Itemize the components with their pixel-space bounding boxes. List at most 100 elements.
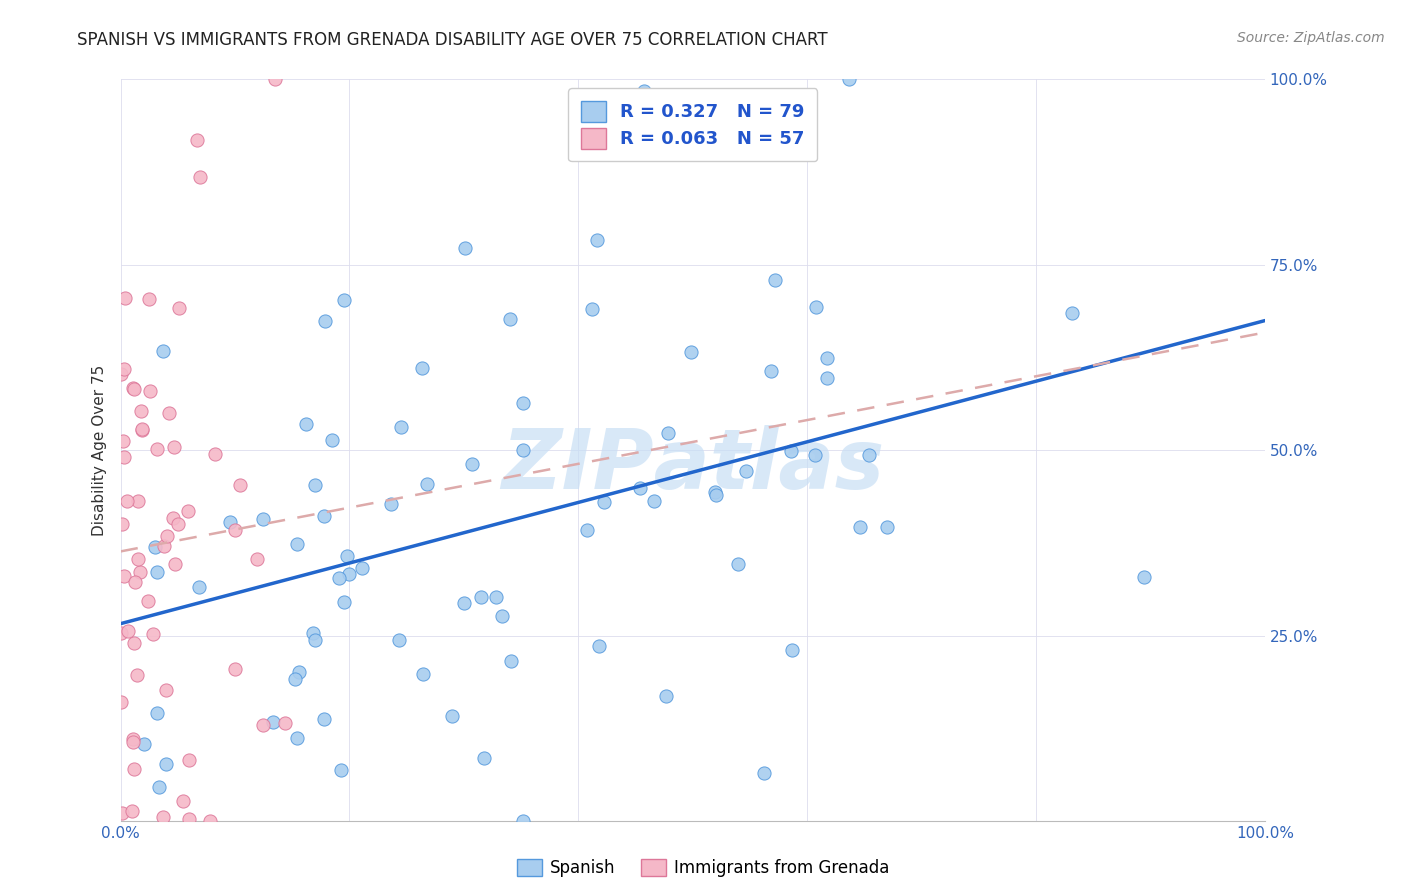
Point [706, 488, 728, 502]
Point [264, 72, 287, 87]
Point [114, 291, 136, 305]
Point [152, 810, 174, 824]
Point [172, 794, 194, 808]
Point [224, 662, 246, 676]
Point [155, 682, 177, 697]
Point [858, 448, 880, 462]
Point [388, 633, 411, 648]
Point [470, 590, 492, 604]
Point [727, 558, 749, 572]
Point [228, 478, 250, 492]
Point [815, 370, 838, 384]
Point [152, 539, 174, 553]
Legend: R = 0.327   N = 79, R = 0.063   N = 57: R = 0.327 N = 79, R = 0.063 N = 57 [568, 88, 817, 161]
Point [411, 360, 433, 375]
Point [246, 552, 269, 566]
Point [125, 668, 148, 682]
Point [127, 493, 149, 508]
Point [321, 434, 343, 448]
Point [295, 417, 318, 431]
Point [152, 343, 174, 358]
Point [188, 170, 211, 185]
Point [586, 233, 609, 247]
Point [122, 635, 145, 649]
Point [122, 731, 145, 746]
Point [876, 520, 898, 534]
Point [491, 609, 513, 624]
Text: SPANISH VS IMMIGRANTS FROM GRENADA DISABILITY AGE OVER 75 CORRELATION CHART: SPANISH VS IMMIGRANTS FROM GRENADA DISAB… [77, 31, 828, 49]
Point [146, 442, 169, 456]
Point [389, 419, 412, 434]
Point [134, 737, 156, 751]
Point [112, 450, 135, 465]
Point [761, 364, 783, 378]
Point [131, 422, 153, 436]
Point [122, 763, 145, 777]
Point [581, 301, 603, 316]
Point [146, 566, 169, 580]
Point [110, 695, 132, 709]
Point [129, 404, 152, 418]
Point [156, 529, 179, 543]
Point [333, 293, 356, 307]
Point [304, 478, 326, 492]
Point [304, 632, 326, 647]
Point [655, 689, 678, 703]
Point [131, 423, 153, 437]
Point [110, 367, 132, 381]
Point [499, 312, 522, 326]
Point [187, 580, 209, 594]
Point [1133, 570, 1156, 584]
Point [122, 735, 145, 749]
Point [453, 596, 475, 610]
Point [352, 561, 374, 575]
Point [763, 273, 786, 287]
Point [848, 520, 870, 534]
Point [284, 672, 307, 686]
Point [129, 566, 152, 580]
Point [314, 313, 336, 327]
Point [704, 484, 727, 499]
Point [804, 448, 827, 462]
Point [145, 541, 167, 555]
Point [460, 458, 482, 472]
Point [204, 447, 226, 461]
Point [124, 575, 146, 590]
Point [198, 814, 221, 829]
Point [167, 301, 190, 315]
Point [454, 241, 477, 255]
Point [336, 549, 359, 563]
Text: ZIP​atlas: ZIP​atlas [501, 425, 884, 506]
Point [380, 497, 402, 511]
Point [312, 509, 335, 524]
Point [633, 84, 655, 98]
Point [838, 72, 860, 87]
Point [329, 763, 352, 777]
Point [643, 493, 665, 508]
Point [148, 780, 170, 794]
Point [262, 715, 284, 730]
Point [314, 712, 336, 726]
Point [576, 523, 599, 537]
Point [145, 706, 167, 720]
Point [332, 595, 354, 609]
Point [679, 344, 702, 359]
Point [155, 757, 177, 772]
Point [657, 426, 679, 441]
Point [110, 625, 132, 640]
Point [142, 627, 165, 641]
Text: Source: ZipAtlas.com: Source: ZipAtlas.com [1237, 31, 1385, 45]
Point [162, 440, 184, 454]
Point [139, 384, 162, 399]
Point [285, 731, 308, 746]
Point [412, 666, 434, 681]
Point [122, 382, 145, 396]
Point [754, 766, 776, 780]
Point [252, 718, 274, 732]
Point [472, 751, 495, 765]
Point [186, 133, 208, 147]
Point [440, 709, 463, 723]
Point [593, 495, 616, 509]
Point [122, 381, 145, 395]
Point [285, 536, 308, 550]
